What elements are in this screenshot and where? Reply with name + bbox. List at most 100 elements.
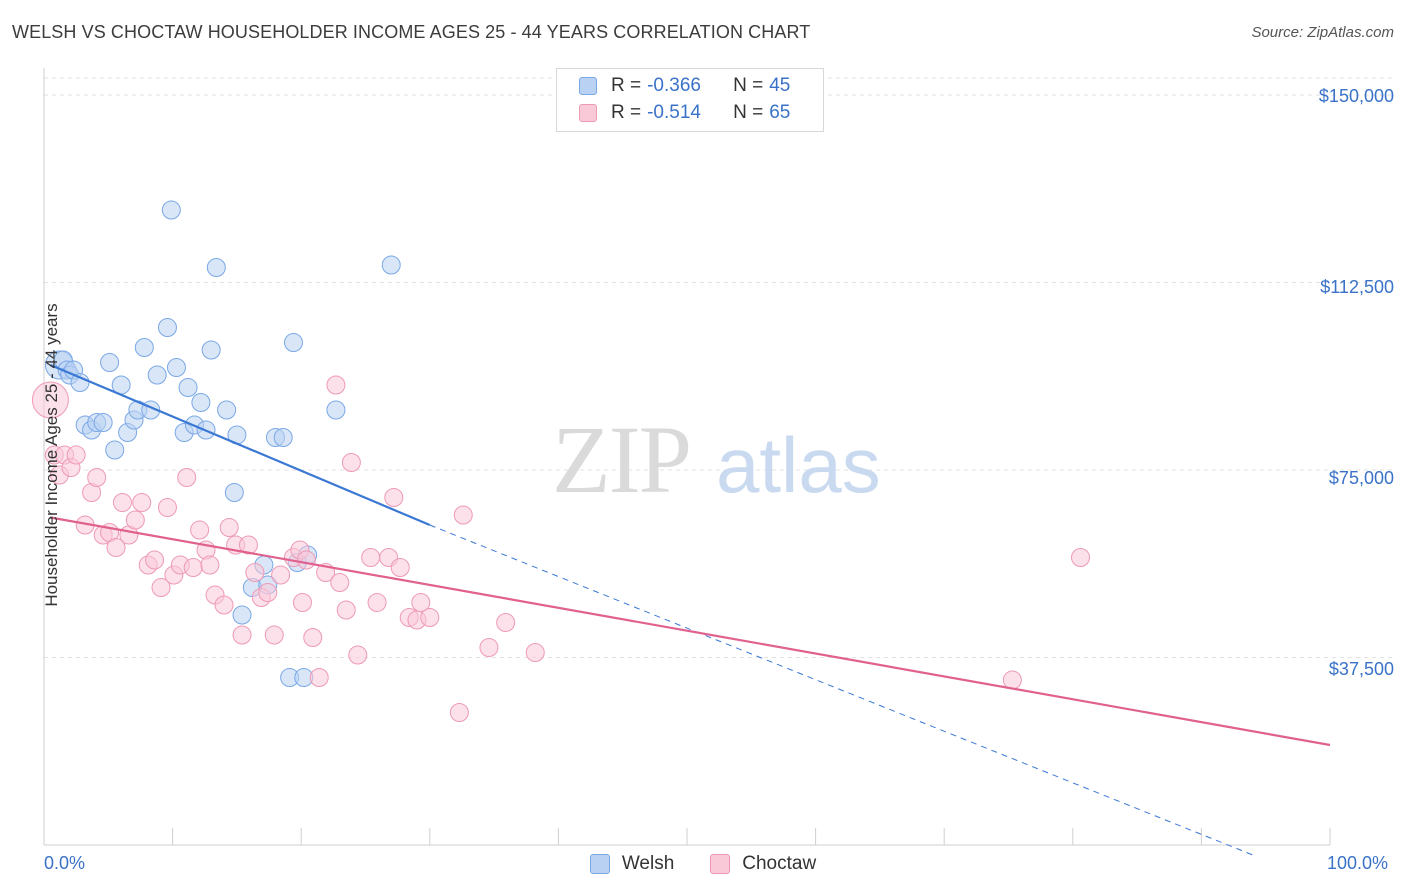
choctaw-point	[296, 550, 316, 570]
choctaw-point	[525, 643, 545, 662]
welsh-point	[147, 365, 167, 385]
choctaw-point	[145, 550, 165, 570]
legend-label-welsh: Welsh	[621, 853, 675, 874]
welsh-trend-line	[50, 363, 431, 527]
choctaw-point	[1071, 548, 1091, 567]
welsh-point	[134, 338, 154, 357]
source-label: Source: ZipAtlas.com	[1251, 24, 1394, 41]
choctaw-point	[384, 488, 404, 507]
trend-lines	[50, 363, 1331, 856]
choctaw-point	[245, 563, 265, 582]
watermark-zip: ZIP	[552, 406, 690, 513]
choctaw-point	[125, 510, 145, 530]
welsh-point	[161, 200, 181, 220]
welsh-point	[191, 393, 211, 412]
legend-r-value: -0.514	[647, 102, 701, 123]
choctaw-trend-line	[50, 516, 1331, 747]
legend-swatch-choctaw	[710, 854, 731, 874]
choctaw-point	[341, 453, 361, 472]
legend-n-label: N =	[733, 102, 764, 123]
choctaw-point	[390, 558, 410, 577]
choctaw-point	[336, 600, 356, 620]
watermark: ZIP atlas	[552, 406, 881, 513]
y-tick-label-75000: $75,000	[1328, 468, 1394, 488]
choctaw-point	[219, 518, 239, 537]
legend-swatch-welsh	[589, 854, 610, 874]
choctaw-point	[479, 638, 499, 657]
choctaw-point	[200, 555, 220, 575]
choctaw-point	[214, 595, 234, 615]
welsh-point	[381, 255, 401, 275]
choctaw-point	[303, 628, 323, 647]
x-tick-label-max: 100.0%	[1327, 853, 1389, 873]
choctaw-point	[367, 593, 387, 612]
legend-swatch-welsh	[579, 77, 597, 95]
welsh-point	[283, 333, 303, 352]
welsh-point	[224, 483, 244, 502]
choctaw-point	[449, 703, 469, 722]
welsh-point	[217, 400, 237, 420]
y-axis-label: Householder Income Ages 25 - 44 years	[42, 303, 61, 607]
legend-r-label: R =	[611, 75, 642, 96]
choctaw-point	[151, 578, 171, 597]
choctaw-point	[157, 498, 177, 517]
choctaw-point	[31, 381, 69, 419]
y-tick-label-112500: $112,500	[1320, 277, 1394, 297]
choctaw-point	[361, 548, 381, 567]
choctaw-point	[348, 645, 368, 665]
welsh-point	[105, 440, 125, 460]
x-tick-label-min: 0.0%	[44, 853, 86, 873]
choctaw-point	[177, 468, 197, 487]
choctaw-point	[496, 613, 516, 632]
welsh-point	[206, 258, 226, 277]
y-tick-label-150000: $150,000	[1318, 86, 1394, 106]
choctaw-point	[66, 445, 86, 465]
choctaw-point	[420, 608, 440, 627]
legend-item-choctaw[interactable]: Choctaw	[710, 853, 816, 875]
choctaw-point	[190, 520, 210, 540]
choctaw-point	[411, 593, 431, 612]
choctaw-point	[271, 565, 291, 585]
legend-n-value: 45	[769, 75, 791, 96]
legend-n-label: N =	[733, 75, 764, 96]
choctaw-point	[258, 583, 278, 602]
choctaw-point	[132, 493, 152, 512]
axes	[43, 68, 1331, 846]
legend-label-choctaw: Choctaw	[742, 853, 817, 874]
chart-title: WELSH VS CHOCTAW HOUSEHOLDER INCOME AGES…	[12, 22, 811, 42]
legend-r-value: -0.366	[647, 75, 701, 96]
welsh-point	[70, 373, 90, 392]
welsh-point	[178, 378, 198, 397]
legend-n-value: 65	[769, 102, 791, 123]
welsh-point	[273, 428, 293, 447]
choctaw-point	[453, 505, 473, 525]
y-tick-label-37500: $37,500	[1328, 659, 1394, 679]
correlation-legend: R = -0.366 N = 45 R = -0.514 N = 65	[556, 68, 824, 132]
choctaw-point	[112, 493, 132, 512]
legend-r-label: R =	[611, 102, 642, 123]
choctaw-point	[292, 593, 312, 612]
welsh-point	[201, 340, 221, 360]
series-legend: Welsh Choctaw	[0, 851, 1406, 877]
choctaw-point	[183, 558, 203, 577]
welsh-point	[157, 318, 177, 337]
welsh-trend-extension	[429, 524, 1254, 856]
welsh-point	[232, 605, 252, 625]
choctaw-point	[106, 538, 126, 557]
welsh-point	[100, 353, 120, 372]
choctaw-point	[330, 573, 350, 592]
welsh-point	[166, 358, 186, 377]
choctaw-point	[232, 625, 252, 645]
watermark-atlas: atlas	[716, 421, 881, 509]
legend-row-choctaw: R = -0.514 N = 65	[579, 100, 790, 126]
welsh-point	[326, 400, 346, 420]
choctaw-point	[264, 625, 284, 645]
legend-swatch-choctaw	[579, 104, 597, 122]
choctaw-point	[87, 468, 107, 487]
legend-item-welsh[interactable]: Welsh	[589, 853, 675, 875]
legend-row-welsh: R = -0.366 N = 45	[579, 73, 790, 99]
choctaw-point	[309, 668, 329, 687]
welsh-point	[93, 413, 113, 432]
choctaw-point	[238, 535, 258, 555]
